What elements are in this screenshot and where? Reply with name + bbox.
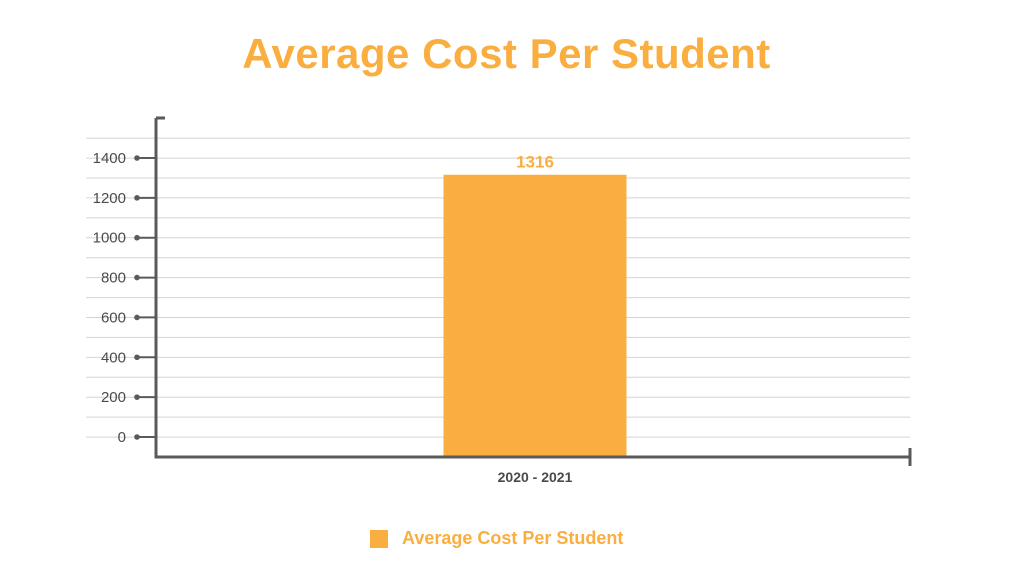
y-tick-label: 400	[101, 349, 126, 366]
y-tick-label: 600	[101, 309, 126, 326]
y-tick-dot	[134, 354, 140, 361]
bar	[443, 174, 627, 458]
x-tick-label: 2020 - 2021	[498, 469, 573, 485]
y-tick-label: 200	[101, 389, 126, 406]
data-label: 1316	[516, 153, 554, 172]
labels: 1316 2020 - 2021	[498, 153, 573, 485]
axes	[154, 116, 912, 466]
y-tick-dot	[134, 155, 140, 161]
legend: Average Cost Per Student	[370, 528, 623, 549]
y-tick-label: 0	[118, 429, 126, 446]
y-tick-label: 1000	[93, 230, 126, 247]
y-tick-label: 1200	[93, 190, 126, 207]
y-tick-dot	[134, 314, 140, 321]
bars	[443, 174, 627, 458]
legend-label: Average Cost Per Student	[402, 528, 624, 548]
chart-title: Average Cost Per Student	[242, 30, 771, 77]
y-axis-ticks: 0 200 400 600 800 1000 1200 1400	[93, 150, 156, 446]
y-tick-dot	[134, 394, 140, 400]
y-tick-dot	[134, 274, 140, 281]
y-tick-label: 800	[101, 270, 126, 287]
y-tick-label: 1400	[93, 150, 126, 167]
y-tick-dot	[134, 234, 140, 241]
y-tick-dot	[134, 195, 140, 201]
legend-swatch	[370, 529, 388, 548]
y-tick-dot	[134, 434, 140, 440]
